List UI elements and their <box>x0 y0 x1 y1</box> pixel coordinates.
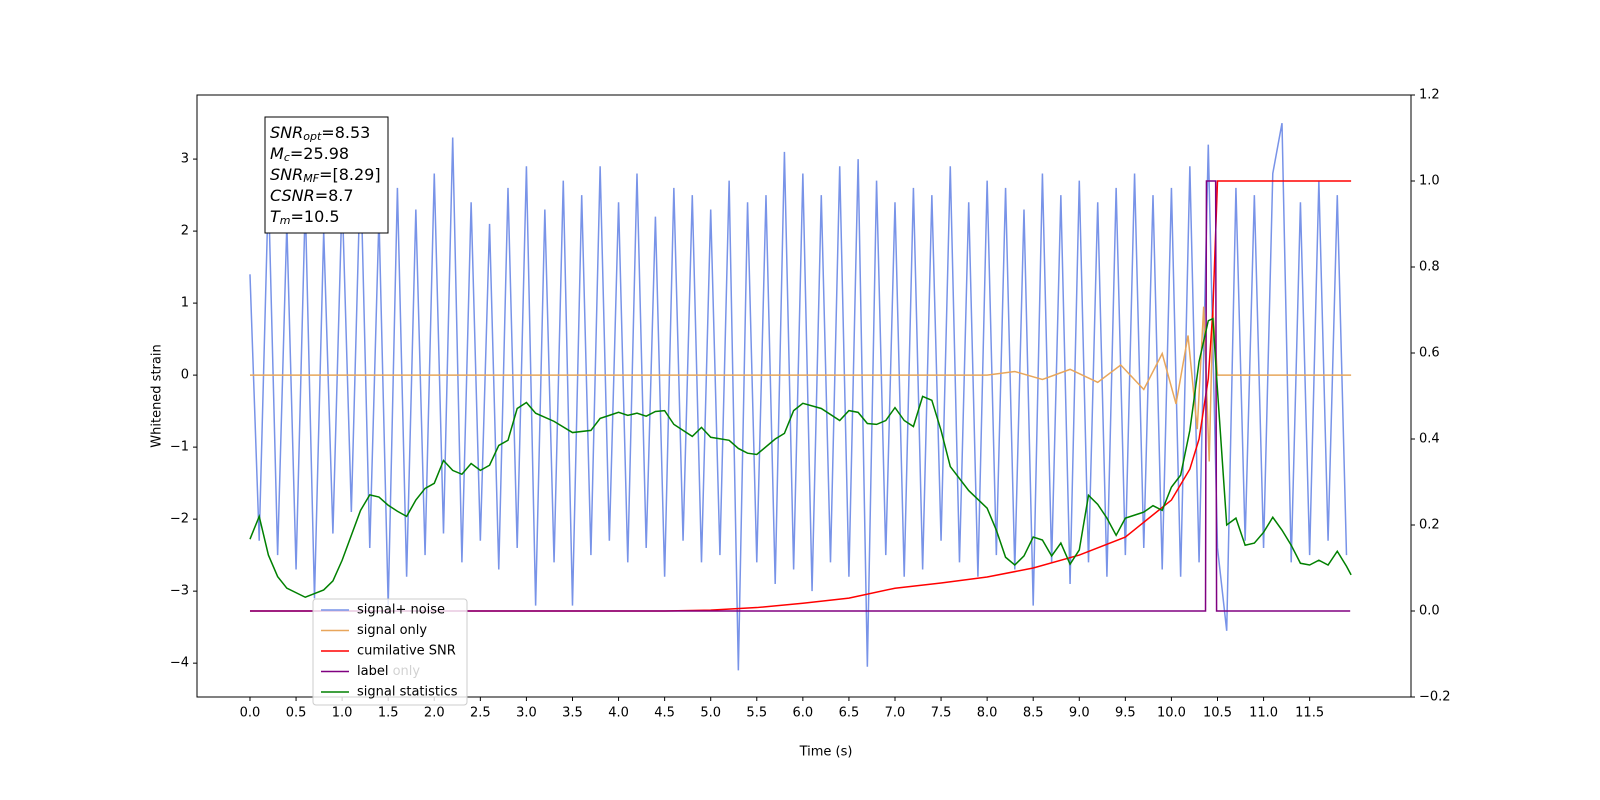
info-line: Mc=25.98 <box>270 144 349 165</box>
x-tick-label: 6.0 <box>793 706 814 721</box>
info-value: =[8.29] <box>319 165 381 184</box>
y2-tick-label: 0.4 <box>1419 432 1440 447</box>
info-symbol: SNR <box>270 123 303 142</box>
series-line <box>249 180 1351 612</box>
info-subscript: opt <box>303 130 322 143</box>
info-line: SNRMF=[8.29] <box>270 165 381 186</box>
x-tick-label: 9.5 <box>1115 706 1136 721</box>
legend-label: label <box>357 664 388 679</box>
info-value: =25.98 <box>290 144 349 163</box>
y-axis-label: Whitened strain <box>150 344 165 447</box>
x-tick-label: 10.5 <box>1203 706 1232 721</box>
plot-area <box>249 122 1352 671</box>
legend-label: signal statistics <box>357 685 458 700</box>
series-line <box>249 317 1352 599</box>
info-value: =10.5 <box>291 207 340 226</box>
x-tick-label: 7.0 <box>885 706 906 721</box>
series-line <box>249 306 1352 462</box>
y-tick-label: −4 <box>170 656 189 671</box>
y2-tick-label: 0.0 <box>1419 604 1440 619</box>
y-tick-label: −1 <box>170 440 189 455</box>
x-tick-label: 11.0 <box>1249 706 1278 721</box>
x-tick-label: 4.0 <box>608 706 629 721</box>
x-tick-label: 9.0 <box>1069 706 1090 721</box>
x-tick-label: 4.5 <box>654 706 675 721</box>
x-tick-label: 6.5 <box>839 706 860 721</box>
legend-frame <box>312 598 468 706</box>
x-tick-label: 7.5 <box>931 706 952 721</box>
info-box-frame <box>264 116 389 234</box>
info-box: SNRopt=8.53Mc=25.98SNRMF=[8.29]CSNR=8.7T… <box>264 116 389 234</box>
x-axis-label: Time (s) <box>799 745 853 760</box>
x-tick-label: 8.0 <box>977 706 998 721</box>
legend-label: signal only <box>357 623 427 638</box>
info-value: =8.53 <box>321 123 370 142</box>
info-symbol: M <box>270 144 284 163</box>
x-tick-label: 1.5 <box>378 706 399 721</box>
y2-tick-label: 0.6 <box>1419 346 1440 361</box>
x-tick-label: 2.0 <box>424 706 445 721</box>
x-tick-label: 0.0 <box>240 706 261 721</box>
x-tick-label: 5.5 <box>746 706 767 721</box>
y-tick-label: 3 <box>181 152 189 167</box>
x-tick-label: 5.0 <box>700 706 721 721</box>
info-line: Tm=10.5 <box>270 207 340 228</box>
legend-label: cumilative SNR <box>357 644 456 659</box>
y2-tick-label: −0.2 <box>1419 690 1451 705</box>
info-symbol: SNR <box>270 165 303 184</box>
axes-frame <box>196 94 1412 698</box>
x-tick-label: 11.5 <box>1295 706 1324 721</box>
y-tick-label: −2 <box>170 512 189 527</box>
x-tick-label: 10.0 <box>1157 706 1186 721</box>
info-symbol: CSNR <box>270 186 315 205</box>
x-tick-label: 8.5 <box>1023 706 1044 721</box>
x-tick-label: 3.0 <box>516 706 537 721</box>
y2-tick-label: 0.2 <box>1419 518 1440 533</box>
y-tick-label: −3 <box>170 584 189 599</box>
info-subscript: c <box>284 151 290 164</box>
x-tick-label: 1.0 <box>332 706 353 721</box>
y-tick-label: 2 <box>181 224 189 239</box>
info-subscript: m <box>280 214 291 227</box>
legend-label: signal+ noise <box>357 603 445 618</box>
info-subscript: MF <box>303 172 319 185</box>
info-symbol: T <box>270 207 281 226</box>
x-tick-label: 0.5 <box>286 706 307 721</box>
x-tick-label: 3.5 <box>562 706 583 721</box>
y2-tick-label: 1.2 <box>1419 88 1440 103</box>
y-tick-label: 1 <box>181 296 189 311</box>
y2-tick-label: 1.0 <box>1419 174 1440 189</box>
y-tick-label: 0 <box>181 368 189 383</box>
series-line <box>249 180 1352 612</box>
y2-tick-label: 0.8 <box>1419 260 1440 275</box>
x-tick-label: 2.5 <box>470 706 491 721</box>
info-line: CSNR=8.7 <box>270 186 354 205</box>
info-value: =8.7 <box>315 186 354 205</box>
info-line: SNRopt=8.53 <box>270 123 370 144</box>
